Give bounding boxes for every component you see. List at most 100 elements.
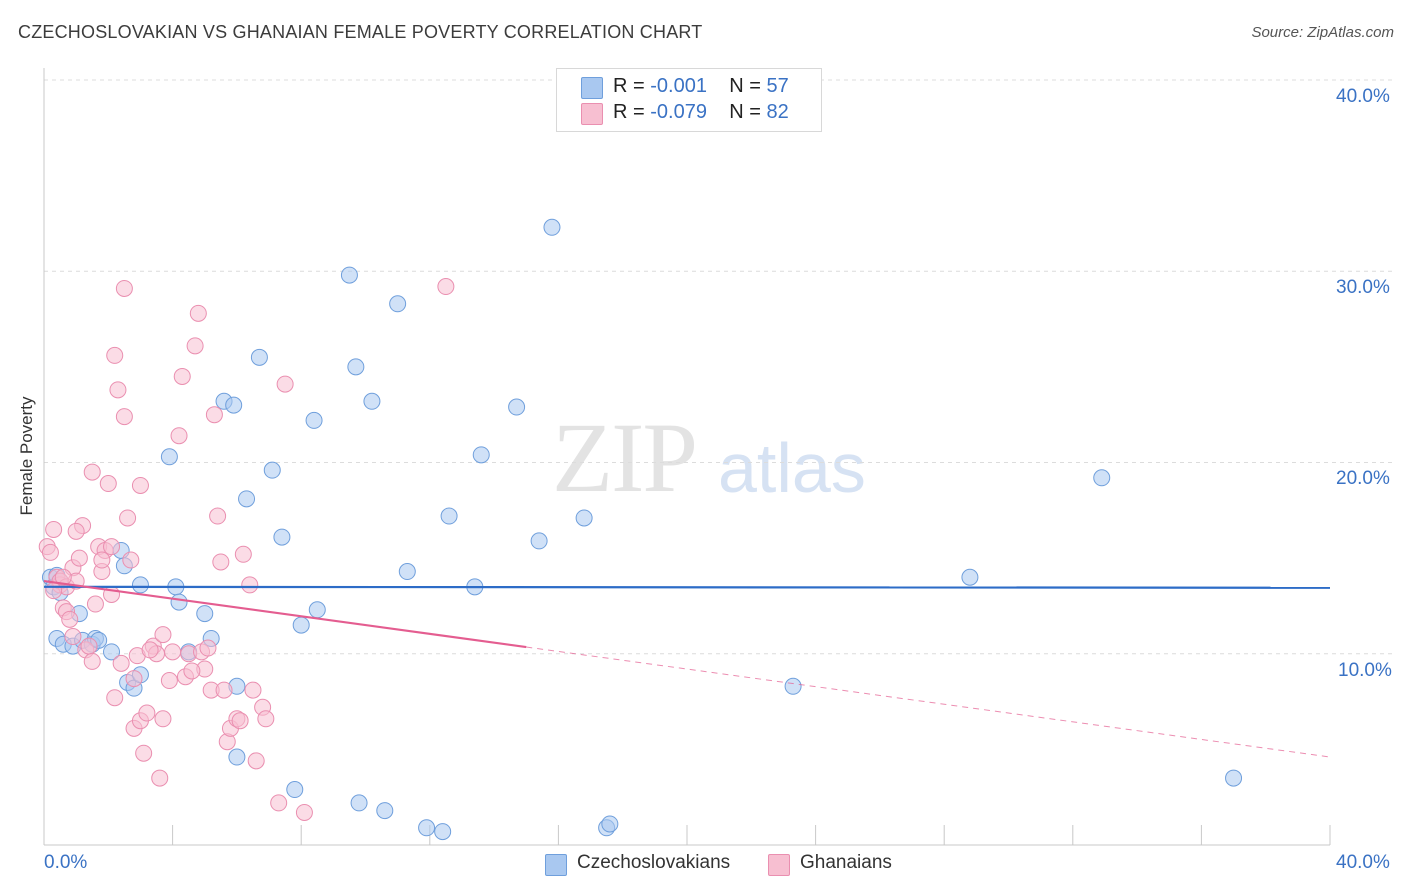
ghana-point	[61, 610, 79, 628]
czech-point	[440, 507, 458, 525]
czech-point	[292, 616, 310, 634]
ghana-point	[173, 367, 191, 385]
watermark-zip: ZIP	[552, 402, 698, 513]
ghana-point	[154, 710, 172, 728]
czech-point	[472, 446, 490, 464]
czech-point	[961, 568, 979, 586]
legend-n-label: N =	[729, 101, 767, 123]
ghana-point	[106, 346, 124, 364]
ghana-point	[115, 279, 133, 297]
czech-point	[103, 643, 121, 661]
ghana-point	[199, 639, 217, 657]
czech-point	[543, 218, 561, 236]
ghana-point	[64, 628, 82, 646]
ghana-point	[86, 595, 104, 613]
ghana-point	[234, 545, 252, 563]
czech-point	[196, 605, 214, 623]
czech-point	[1225, 769, 1243, 787]
czech-point	[1093, 469, 1111, 487]
legend-swatch-ghana	[581, 103, 603, 125]
ghana-point	[170, 427, 188, 445]
x-tick-max: 40.0%	[1336, 852, 1390, 873]
ghana-point	[154, 626, 172, 644]
ghana-point	[45, 520, 63, 538]
czech-point	[418, 819, 436, 837]
czech-point	[273, 528, 291, 546]
legend-r-label: R =	[613, 101, 651, 123]
chart-title: CZECHOSLOVAKIAN VS GHANAIAN FEMALE POVER…	[18, 22, 703, 42]
bottom-legend-label-ghana: Ghanaians	[800, 852, 892, 873]
ghana-point	[276, 375, 294, 393]
ghana-point	[112, 654, 130, 672]
ghana-point	[270, 794, 288, 812]
ghana-point	[93, 551, 111, 569]
ghana-point	[244, 681, 262, 699]
czech-trend-line	[43, 585, 1331, 589]
ghana-point	[212, 553, 230, 571]
czech-point	[398, 563, 416, 581]
ghana-point	[231, 712, 249, 730]
czech-point	[131, 576, 149, 594]
czech-point	[228, 748, 246, 766]
ghana-point	[70, 549, 88, 567]
ghana-point	[151, 769, 169, 787]
ghana-point	[67, 522, 85, 540]
y-tick-30: 30.0%	[1336, 277, 1390, 298]
czech-point	[263, 461, 281, 479]
ghana-point	[103, 538, 121, 556]
ghana-point	[125, 670, 143, 688]
czech-point	[250, 348, 268, 366]
ghana-point	[45, 582, 63, 600]
ghana-point	[141, 641, 159, 659]
ghana-trend-line-dashed	[526, 646, 1331, 758]
bottom-legend-swatch-ghana	[768, 854, 790, 876]
ghana-point	[160, 672, 178, 690]
czech-point	[286, 781, 304, 799]
ghana-point	[241, 576, 259, 594]
czech-point	[238, 490, 256, 508]
legend-r-value: -0.079	[650, 101, 707, 123]
ghana-point	[106, 689, 124, 707]
czech-point	[434, 823, 452, 841]
czech-point	[160, 448, 178, 466]
ghana-point	[295, 803, 313, 821]
ghana-point	[257, 710, 275, 728]
stats-legend: R = -0.001 N = 57 R = -0.079 N = 82	[556, 68, 822, 132]
ghana-point	[83, 652, 101, 670]
czech-point	[363, 392, 381, 410]
czech-point	[389, 295, 407, 313]
czech-point	[530, 532, 548, 550]
czech-point	[575, 509, 593, 527]
czech-point	[305, 411, 323, 429]
ghana-point	[247, 752, 265, 770]
ghana-point	[115, 408, 133, 426]
legend-swatch-czech	[581, 77, 603, 99]
ghana-point	[131, 476, 149, 494]
czech-point	[508, 398, 526, 416]
legend-n-value: 57	[766, 75, 789, 97]
ghana-point	[209, 507, 227, 525]
czech-point	[340, 266, 358, 284]
ghana-point	[215, 681, 233, 699]
czech-point	[601, 815, 619, 833]
ghana-point	[205, 406, 223, 424]
ghana-point	[122, 551, 140, 569]
czech-point	[376, 802, 394, 820]
ghana-point	[135, 744, 153, 762]
czech-point	[347, 358, 365, 376]
source-label: Source: ZipAtlas.com	[1251, 24, 1394, 41]
legend-n-value: 82	[766, 101, 789, 123]
czech-point	[784, 677, 802, 695]
watermark-atlas: atlas	[718, 429, 866, 507]
y-tick-40: 40.0%	[1336, 86, 1390, 107]
ghana-point	[109, 381, 127, 399]
czech-point	[170, 593, 188, 611]
bottom-legend-swatch-czech	[545, 854, 567, 876]
x-tick-min: 0.0%	[44, 852, 88, 873]
ghana-point	[80, 637, 98, 655]
ghana-point	[164, 643, 182, 661]
ghana-point	[186, 337, 204, 355]
ghana-point	[83, 463, 101, 481]
ghana-point	[119, 509, 137, 527]
